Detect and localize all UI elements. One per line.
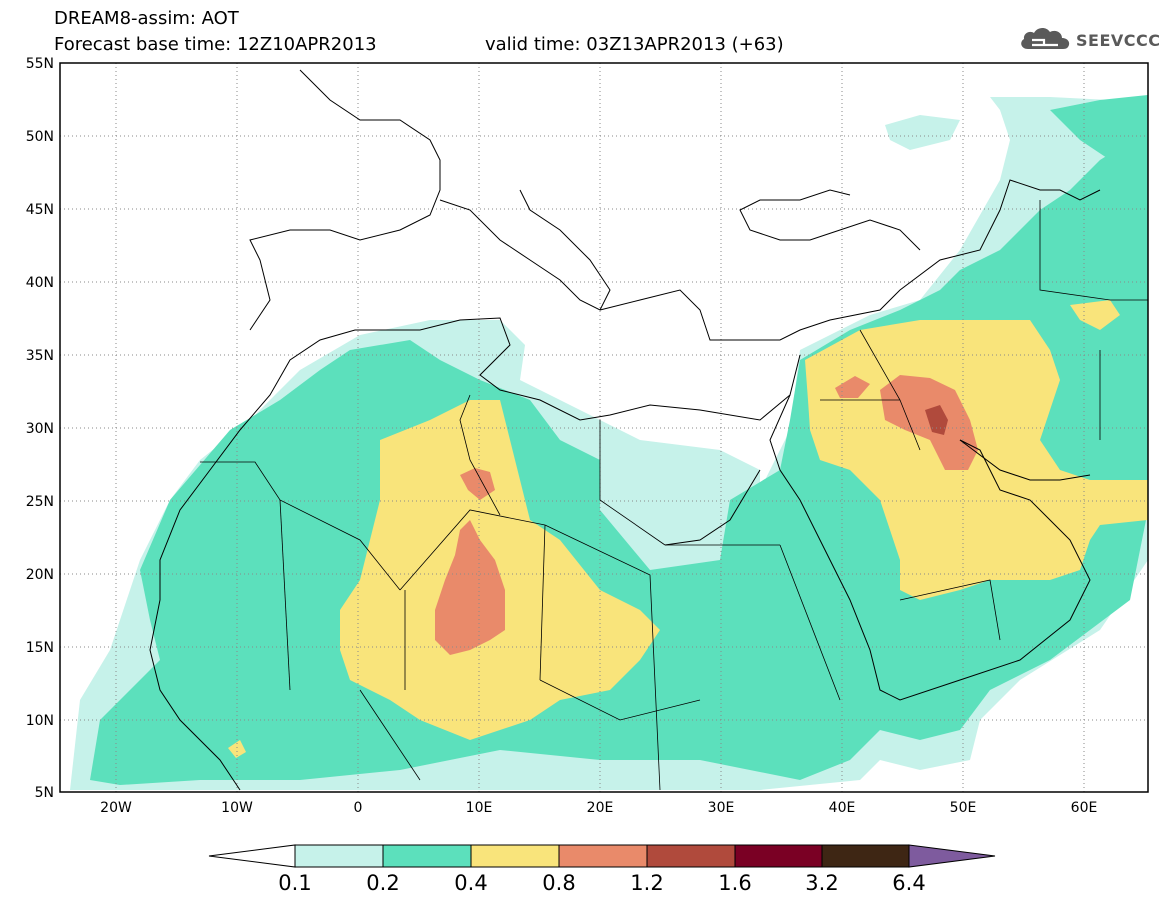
lon-tick-label: 10E: [466, 800, 493, 816]
color-bar-label: 0.1: [278, 871, 312, 895]
coastlines: [149, 69, 1101, 791]
lat-tick-label: 10N: [26, 713, 54, 729]
aot-band-0.4-caspian: [1070, 300, 1120, 330]
color-bar-max-arrow: [908, 844, 996, 868]
logo-text: SEEVCCC: [1076, 30, 1161, 50]
lat-tick-label: 20N: [26, 567, 54, 583]
country-borders: [200, 200, 1148, 791]
chart-title: DREAM8-assim: AOT: [54, 8, 239, 29]
lat-axis: 55N 50N 45N 40N 35N 30N 25N 20N 15N 10N …: [26, 56, 54, 801]
color-bar-bin: [470, 844, 560, 868]
lat-tick-label: 55N: [26, 56, 54, 72]
color-bar-label: 3.2: [805, 871, 839, 895]
lat-tick-label: 15N: [26, 640, 54, 656]
color-bar-bin: [382, 844, 472, 868]
color-bar-label: 0.2: [366, 871, 400, 895]
aot-band-0.2-east: [1050, 95, 1148, 170]
color-bar-bin: [821, 844, 910, 868]
lon-axis: 20W 10W 0 10E 20E 30E 40E 50E 60E: [100, 800, 1097, 816]
valid-time: valid time: 03Z13APR2013 (+63): [485, 34, 784, 55]
color-bar-min-arrow: [208, 844, 296, 868]
lat-tick-label: 50N: [26, 129, 54, 145]
forecast-base-time: Forecast base time: 12Z10APR2013: [54, 34, 377, 55]
lon-tick-label: 30E: [708, 800, 735, 816]
aot-band-0.4-africa: [340, 400, 660, 740]
lon-tick-label: 60E: [1071, 800, 1098, 816]
aot-band-0.8-sahara: [435, 520, 505, 655]
lon-tick-label: 20E: [587, 800, 614, 816]
lon-tick-label: 20W: [100, 800, 132, 816]
lat-tick-label: 45N: [26, 202, 54, 218]
color-bar-bin: [558, 844, 648, 868]
color-bar: [208, 844, 996, 868]
color-bar-bin: [646, 844, 736, 868]
aot-band-0.1-north: [885, 115, 960, 150]
seevccc-logo: SEEVCCC: [1018, 26, 1161, 54]
lat-tick-label: 35N: [26, 348, 54, 364]
color-bar-label: 0.8: [542, 871, 576, 895]
color-bar-label: 0.4: [454, 871, 488, 895]
aot-band-0.4-guinea: [228, 740, 246, 758]
color-bar-bin: [734, 844, 823, 868]
aot-band-0.8-algeria: [460, 468, 495, 500]
lat-tick-label: 30N: [26, 421, 54, 437]
lat-tick-label: 25N: [26, 494, 54, 510]
lon-tick-label: 10W: [221, 800, 253, 816]
color-bar-label: 1.2: [630, 871, 664, 895]
lon-tick-label: 0: [354, 800, 363, 816]
lon-tick-label: 50E: [950, 800, 977, 816]
lon-tick-label: 40E: [829, 800, 856, 816]
color-bar-label: 6.4: [892, 871, 926, 895]
color-bar-bin: [294, 844, 384, 868]
lat-tick-label: 5N: [35, 785, 54, 801]
lat-tick-label: 40N: [26, 275, 54, 291]
aot-band-1.2-kuwait: [925, 405, 948, 435]
cloud-icon: [1018, 25, 1072, 55]
map-frame: [59, 62, 1149, 793]
aot-shading: [60, 63, 1148, 792]
color-bar-label: 1.6: [718, 871, 752, 895]
aot-band-0.8-syria: [835, 376, 870, 398]
graticule: [60, 63, 1148, 792]
